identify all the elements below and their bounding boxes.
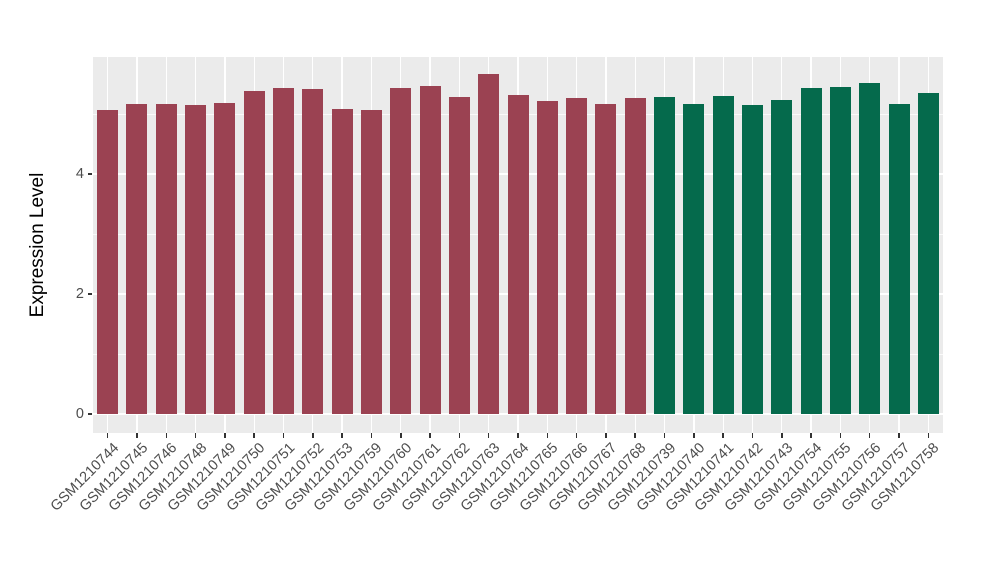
x-tick-mark [458, 433, 461, 438]
y-tick-label: 0 [75, 406, 84, 422]
bar-GSM1210755 [829, 87, 851, 414]
bar-GSM1210742 [741, 105, 763, 414]
x-tick-mark [898, 433, 900, 438]
x-tick-mark [868, 433, 871, 438]
bar-GSM1210760 [390, 88, 412, 414]
x-tick-mark [224, 433, 226, 438]
y-tick-mark [88, 293, 92, 295]
x-tick-mark [487, 433, 490, 438]
bar-GSM1210739 [654, 96, 676, 414]
bar-GSM1210750 [243, 90, 265, 414]
bar-GSM1210757 [888, 104, 910, 414]
bar-GSM1210765 [536, 101, 558, 414]
bar-GSM1210752 [302, 89, 324, 414]
x-tick-mark [341, 433, 343, 438]
bar-GSM1210744 [97, 109, 119, 414]
bar-GSM1210753 [331, 109, 353, 414]
x-tick-mark [400, 433, 402, 438]
x-tick-mark [575, 433, 578, 438]
bar-GSM1210759 [360, 110, 382, 414]
y-tick-mark [88, 173, 92, 175]
x-tick-mark [136, 433, 138, 438]
x-tick-mark [810, 433, 812, 438]
bar-GSM1210766 [566, 97, 588, 414]
x-tick-mark [605, 433, 607, 438]
x-tick-mark [194, 433, 197, 438]
x-tick-mark [927, 433, 930, 438]
bar-GSM1210740 [683, 104, 705, 414]
x-tick-mark [839, 433, 842, 438]
x-tick-mark [106, 433, 109, 438]
x-tick-mark [165, 433, 168, 438]
x-tick-mark [634, 433, 636, 438]
bar-GSM1210756 [859, 82, 881, 414]
x-tick-mark [663, 433, 666, 438]
x-tick-mark [253, 433, 255, 438]
x-tick-mark [751, 433, 754, 438]
y-axis-title: Expression Level [27, 172, 48, 318]
x-tick-mark [722, 433, 724, 438]
bar-GSM1210751 [273, 88, 295, 414]
plot-panel [93, 57, 943, 433]
bar-GSM1210743 [771, 99, 793, 414]
bar-GSM1210754 [800, 88, 822, 414]
bar-GSM1210745 [126, 103, 148, 414]
bar-GSM1210758 [917, 93, 939, 414]
bar-GSM1210764 [507, 94, 529, 414]
x-tick-mark [517, 433, 519, 438]
x-tick-mark [370, 433, 373, 438]
x-tick-mark [781, 433, 783, 438]
x-tick-mark [312, 433, 314, 438]
x-tick-mark [282, 433, 285, 438]
x-tick-mark [429, 433, 431, 438]
y-tick-label: 4 [75, 166, 84, 182]
bar-GSM1210741 [712, 96, 734, 414]
bar-GSM1210762 [448, 96, 470, 414]
x-tick-mark [546, 433, 549, 438]
bar-GSM1210746 [155, 103, 177, 414]
bar-GSM1210763 [478, 73, 500, 414]
bar-GSM1210748 [185, 105, 207, 414]
bar-GSM1210749 [214, 102, 236, 414]
y-tick-label: 2 [75, 286, 84, 302]
bar-GSM1210761 [419, 86, 441, 414]
bar-GSM1210767 [595, 103, 617, 414]
x-tick-mark [693, 433, 695, 438]
y-tick-mark [88, 413, 92, 415]
bar-GSM1210768 [624, 98, 646, 414]
